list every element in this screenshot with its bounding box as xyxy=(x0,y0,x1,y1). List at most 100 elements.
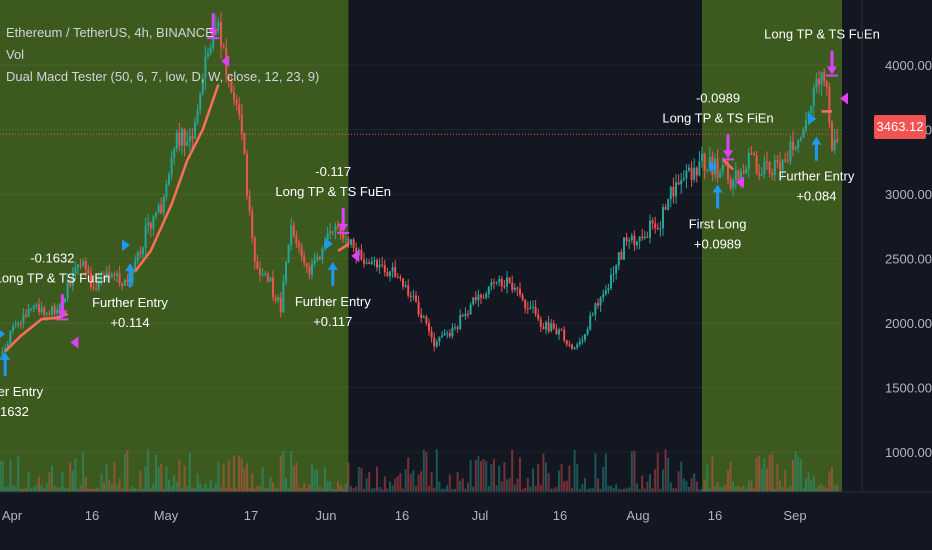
candle-body xyxy=(474,297,477,301)
volume-bar xyxy=(425,451,428,492)
volume-bar xyxy=(256,486,259,492)
candle-body xyxy=(516,287,519,289)
candle-body xyxy=(443,333,446,336)
volume-bar xyxy=(597,478,599,492)
volume-bar xyxy=(477,456,480,492)
volume-bar xyxy=(805,478,807,492)
volume-bar xyxy=(48,472,51,492)
candle-body xyxy=(594,303,597,315)
candle-body xyxy=(500,278,503,287)
candle-body xyxy=(292,225,295,236)
candle-body xyxy=(136,252,139,262)
volume-bar xyxy=(14,485,17,492)
symbol-title[interactable]: Ethereum / TetherUS, 4h, BINANCE xyxy=(6,25,214,40)
volume-bar xyxy=(680,461,683,492)
candle-body xyxy=(1,351,4,357)
candle-body xyxy=(321,248,324,260)
volume-bar xyxy=(461,478,464,492)
volume-bar xyxy=(84,477,87,492)
candle-body xyxy=(108,272,111,278)
candle-body xyxy=(126,279,129,282)
volume-bar xyxy=(129,488,131,492)
candle-body xyxy=(285,262,287,282)
candle-body xyxy=(71,273,74,286)
candle-body xyxy=(389,271,391,276)
candle-body xyxy=(537,314,540,320)
volume-bar xyxy=(555,486,558,492)
volume-bar xyxy=(464,488,467,492)
volume-bar xyxy=(490,464,493,492)
candle-body xyxy=(378,264,381,268)
candle-body xyxy=(729,179,732,188)
volume-bar xyxy=(669,482,672,492)
candle-body xyxy=(246,153,248,196)
volume-bar xyxy=(0,460,1,492)
candle-body xyxy=(212,35,215,48)
volume-bar xyxy=(396,475,399,492)
candle-body xyxy=(469,304,472,315)
candle-body xyxy=(425,316,428,324)
candle-body xyxy=(545,322,547,330)
volume-bar xyxy=(773,488,776,492)
volume-bar xyxy=(558,470,560,492)
candle-body xyxy=(305,263,308,267)
candle-body xyxy=(329,231,332,234)
strategy-indicator-label[interactable]: Dual Macd Tester (50, 6, 7, low, D, W, c… xyxy=(6,69,320,84)
volume-bars xyxy=(0,449,839,492)
candle-body xyxy=(797,140,800,148)
volume-bar xyxy=(365,478,368,492)
volume-bar xyxy=(594,453,597,492)
candle-body xyxy=(201,77,204,94)
volume-bar xyxy=(318,486,321,492)
entry-flag-icon xyxy=(808,112,817,125)
volume-bar xyxy=(799,458,802,492)
volume-bar xyxy=(376,466,378,492)
candle-body xyxy=(550,323,553,332)
volume-bar xyxy=(25,487,27,492)
volume-bar xyxy=(763,458,766,492)
volume-bar xyxy=(602,467,605,492)
candle-body xyxy=(376,260,378,268)
volume-indicator-label[interactable]: Vol xyxy=(6,47,25,62)
candle-body xyxy=(597,303,599,306)
candle-body xyxy=(204,56,207,78)
candle-body xyxy=(269,277,272,282)
candle-body xyxy=(584,334,586,340)
volume-bar xyxy=(779,480,781,492)
volume-bar xyxy=(285,477,287,492)
volume-bar xyxy=(524,487,527,492)
volume-bar xyxy=(105,463,108,492)
candle-body xyxy=(300,246,303,257)
volume-bar xyxy=(274,488,277,492)
candle-body xyxy=(719,171,722,178)
volume-bar xyxy=(742,485,745,492)
candle-body xyxy=(672,186,675,197)
volume-bar xyxy=(191,488,194,492)
candle-body xyxy=(701,153,703,162)
candle-body xyxy=(121,283,124,286)
candle-body xyxy=(342,233,345,240)
candle-body xyxy=(365,262,368,264)
volume-bar xyxy=(363,488,365,492)
candle-body xyxy=(643,236,646,239)
candle-body xyxy=(576,344,579,348)
candle-body xyxy=(685,170,688,179)
volume-bar xyxy=(667,457,670,492)
candle-body xyxy=(6,343,9,348)
exit-flag-icon xyxy=(70,336,79,349)
candle-body xyxy=(347,238,350,245)
candle-body xyxy=(578,341,581,345)
volume-bar xyxy=(175,481,178,492)
volume-bar xyxy=(604,453,607,492)
volume-bar xyxy=(246,463,248,492)
volume-bar xyxy=(9,459,12,492)
volume-bar xyxy=(199,483,202,492)
candle-body xyxy=(662,207,664,229)
candle-body xyxy=(318,257,321,260)
candle-body xyxy=(53,306,56,314)
candle-body xyxy=(636,241,638,246)
trade-label: -0.0989 xyxy=(696,90,740,105)
